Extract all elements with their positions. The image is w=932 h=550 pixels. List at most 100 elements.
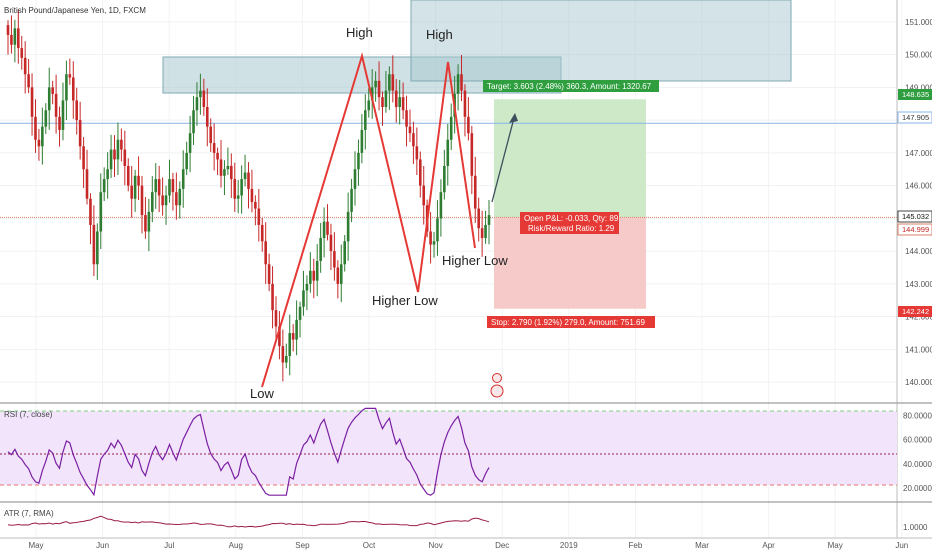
- candle-body: [216, 152, 219, 160]
- candle-body: [473, 175, 477, 209]
- candle-body: [219, 159, 223, 176]
- candle-body: [429, 231, 432, 245]
- candle-body: [381, 97, 384, 107]
- pnl-label-box[interactable]: [520, 212, 619, 234]
- candle-body: [202, 90, 206, 107]
- candle-body: [151, 192, 154, 212]
- time-tick-label: Apr: [762, 541, 775, 550]
- candle-body: [377, 80, 381, 98]
- rsi-tick-label: 80.0000: [903, 412, 932, 421]
- time-tick-label: Mar: [695, 541, 709, 550]
- candle-body: [388, 74, 391, 91]
- candle-body: [230, 165, 233, 180]
- resistance-box-right[interactable]: [410, 0, 792, 82]
- candle-body: [199, 90, 202, 98]
- candle-body: [164, 195, 168, 206]
- candle-body: [65, 74, 68, 101]
- candle-body: [336, 267, 340, 284]
- candle-body: [168, 179, 171, 196]
- level-price-tag: 147.905: [897, 111, 932, 124]
- time-tick-label: Sep: [295, 541, 310, 550]
- candle-body: [449, 116, 453, 140]
- candle-body: [30, 87, 34, 117]
- candle-body: [89, 198, 92, 225]
- candle-body: [401, 97, 405, 111]
- event-marker[interactable]: [490, 373, 504, 398]
- candle-body: [195, 97, 199, 111]
- price-tick-label: 150.000: [905, 51, 932, 60]
- candle-body: [109, 149, 113, 170]
- candle-body: [298, 306, 302, 320]
- candle-body: [467, 116, 470, 134]
- candle-body: [360, 129, 364, 153]
- time-tick-label: Feb: [629, 541, 643, 550]
- candle-body: [181, 169, 185, 189]
- candle-body: [147, 211, 151, 232]
- candle-body: [339, 264, 343, 284]
- target-price-tag: 148.635: [898, 89, 932, 100]
- candle-body: [82, 146, 85, 170]
- symbol-title: British Pound/Japanese Yen, 1D, FXCM: [4, 6, 146, 15]
- candle-body: [264, 241, 267, 265]
- annotation-higher-low-1: Higher Low: [372, 293, 438, 308]
- candle-body: [346, 211, 350, 242]
- candle-body: [130, 185, 133, 199]
- candle-body: [71, 77, 75, 101]
- candle-body: [137, 175, 140, 186]
- candle-body: [480, 228, 484, 239]
- rsi-label: RSI (7, close): [4, 410, 53, 419]
- candle-body: [161, 195, 164, 206]
- event-marker-icon: [492, 373, 502, 383]
- time-tick-label: Jun: [96, 541, 109, 550]
- candle-body: [408, 126, 412, 134]
- time-tick-label: Nov: [428, 541, 442, 550]
- candle-body: [175, 192, 178, 206]
- annotation-low: Low: [250, 386, 274, 401]
- candle-body: [27, 74, 30, 88]
- rsi-tick-label: 40.0000: [903, 460, 932, 469]
- rsi-axis: 80.0000 60.0000 40.0000 20.0000: [903, 412, 932, 493]
- candle-body: [192, 110, 195, 134]
- projection-arrow[interactable]: [491, 117, 515, 203]
- candle-body: [456, 74, 460, 94]
- candle-body: [415, 146, 419, 160]
- candle-body: [61, 100, 65, 130]
- target-label-box[interactable]: [483, 80, 659, 92]
- candle-body: [209, 126, 213, 144]
- candle-body: [99, 192, 103, 232]
- candle-body: [34, 116, 37, 140]
- candle-body: [470, 133, 474, 176]
- stop-label-box[interactable]: [487, 316, 655, 328]
- candle-body: [487, 215, 491, 225]
- candle-body: [350, 188, 353, 212]
- atr-line: [7, 515, 490, 528]
- candle-body: [309, 270, 312, 284]
- rsi-tick-label: 60.0000: [903, 436, 932, 445]
- candle-body: [326, 221, 329, 235]
- pnl-label: Open P&L: -0.033, Qty: 89: [524, 214, 619, 223]
- candle-body: [315, 260, 319, 281]
- candle-body: [23, 57, 27, 75]
- price-tick-label: 143.000: [905, 280, 932, 289]
- target-zone[interactable]: [494, 99, 646, 218]
- price-tick-label: 142.000: [905, 313, 932, 322]
- time-tick-label: May: [28, 541, 43, 550]
- current-price-tag: 145.032: [897, 210, 932, 223]
- candle-body: [20, 48, 24, 58]
- candle-body: [370, 87, 374, 101]
- candle-body: [274, 310, 278, 327]
- svg-text:148.635: 148.635: [902, 90, 929, 99]
- time-tick-label: Jun: [895, 541, 908, 550]
- candle-body: [343, 241, 346, 265]
- candle-body: [257, 208, 261, 225]
- time-axis[interactable]: May Jun Jul Aug Sep Oct Nov Dec 2019 Feb Mar Apr May…: [28, 541, 908, 550]
- price-tick-label: 149.000: [905, 83, 932, 92]
- candle-body: [333, 251, 336, 268]
- target-label: Target: 3.603 (2.48%) 360.3, Amount: 132…: [487, 82, 652, 91]
- zigzag-pattern-line[interactable]: [261, 52, 476, 388]
- candle-body: [233, 179, 237, 199]
- candle-body: [443, 165, 446, 193]
- candle-body: [305, 283, 309, 291]
- svg-text:144.999: 144.999: [902, 225, 929, 234]
